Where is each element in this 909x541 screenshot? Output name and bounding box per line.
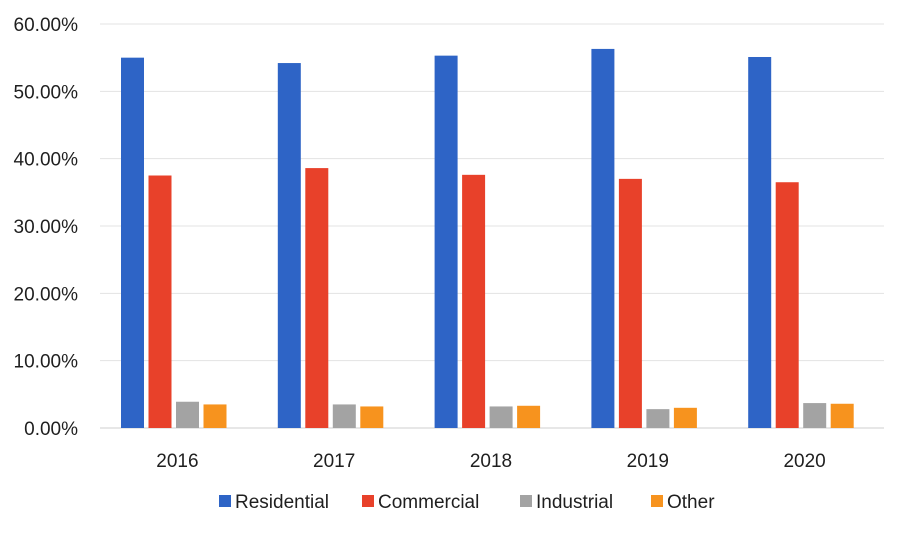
y-tick-label: 30.00%	[14, 217, 79, 238]
legend: Residential Commercial Industrial Other	[219, 492, 715, 513]
bar-commercial-2019	[618, 178, 642, 428]
y-tick-label: 20.00%	[14, 284, 79, 305]
y-tick-label: 0.00%	[24, 419, 78, 440]
bar-industrial-2019	[646, 409, 670, 428]
bar-commercial-2020	[775, 182, 799, 428]
bar-other-2020	[830, 403, 854, 428]
bar-industrial-2020	[803, 403, 827, 428]
bars	[121, 48, 854, 429]
y-tick-label: 60.00%	[14, 15, 79, 36]
bar-residential-2019	[591, 48, 615, 429]
bar-commercial-2018	[462, 174, 486, 428]
bar-other-2019	[673, 407, 697, 428]
x-tick-label: 2019	[627, 451, 669, 472]
bar-other-2018	[517, 405, 541, 428]
legend-label-industrial: Industrial	[536, 492, 613, 513]
bar-residential-2020	[748, 56, 772, 428]
x-axis-tick-labels: 2016 2017 2018 2019 2020	[156, 451, 825, 472]
y-tick-label: 50.00%	[14, 82, 79, 103]
legend-swatch-commercial	[362, 495, 374, 507]
bar-industrial-2018	[489, 406, 513, 428]
x-tick-label: 2020	[783, 451, 825, 472]
legend-label-other: Other	[667, 492, 715, 513]
legend-label-commercial: Commercial	[378, 492, 479, 513]
legend-swatch-residential	[219, 495, 231, 507]
bar-residential-2017	[277, 63, 301, 428]
bar-residential-2018	[434, 55, 458, 428]
bar-industrial-2017	[332, 404, 356, 428]
legend-swatch-industrial	[520, 495, 532, 507]
bar-commercial-2017	[305, 168, 329, 429]
bar-other-2016	[203, 404, 227, 428]
legend-label-residential: Residential	[235, 492, 329, 513]
gridlines	[100, 23, 884, 429]
bar-commercial-2016	[148, 175, 172, 428]
bar-residential-2016	[121, 57, 144, 429]
x-tick-label: 2016	[156, 451, 198, 472]
bar-industrial-2016	[176, 401, 199, 428]
y-tick-label: 10.00%	[14, 352, 79, 373]
x-tick-label: 2018	[470, 451, 512, 472]
x-tick-label: 2017	[313, 451, 355, 472]
bar-other-2017	[360, 406, 384, 428]
y-axis-tick-labels: 0.00% 10.00% 20.00% 30.00% 40.00% 50.00% 60.00…	[14, 15, 79, 440]
legend-swatch-other	[651, 495, 663, 507]
y-tick-label: 40.00%	[14, 150, 79, 171]
